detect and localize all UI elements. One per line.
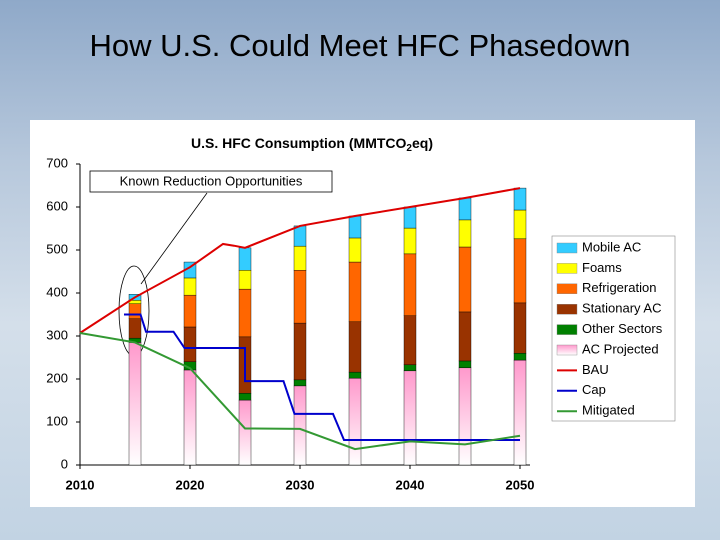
bar-segment (348, 261, 362, 323)
x-tick-label: 2050 (506, 477, 535, 492)
bar-segment (513, 353, 527, 361)
bar-segment (458, 367, 472, 466)
y-tick-label: 500 (46, 241, 68, 256)
bar-segment (458, 219, 472, 248)
bar-segment (293, 270, 307, 324)
chart-title: U.S. HFC Consumption (MMTCO2eq) (191, 135, 433, 154)
x-tick-label: 2010 (66, 477, 95, 492)
bar-segment (183, 277, 197, 296)
x-tick-label: 2030 (286, 477, 315, 492)
y-tick-label: 400 (46, 284, 68, 299)
bar-segment (513, 359, 527, 466)
bar-segment (348, 321, 362, 373)
x-tick-label: 2040 (396, 477, 425, 492)
bar-segment (348, 371, 362, 379)
bar-segment (293, 322, 307, 381)
bar-segment (513, 302, 527, 354)
legend-label: Foams (582, 260, 622, 275)
bar-segment (403, 227, 417, 255)
legend-label: AC Projected (582, 341, 659, 356)
bar-segment (238, 392, 252, 401)
legend-label: Mobile AC (582, 239, 641, 254)
x-tick-label: 2020 (176, 477, 205, 492)
bar-segment (348, 377, 362, 466)
legend-label: BAU (582, 362, 609, 377)
legend-label: Other Sectors (582, 321, 663, 336)
bar-segment (183, 294, 197, 328)
bar-segment (238, 270, 252, 290)
bar-segment (293, 245, 307, 271)
bar-segment (293, 225, 307, 247)
bar-segment (183, 326, 197, 362)
line-series (124, 313, 520, 442)
callout-line (140, 192, 208, 285)
bar-segment (513, 187, 527, 211)
bar-segment (513, 209, 527, 240)
bar-segment (403, 206, 417, 229)
y-tick-label: 300 (46, 327, 68, 342)
bar-segment (238, 247, 252, 271)
y-tick-label: 100 (46, 413, 68, 428)
legend-label: Mitigated (582, 403, 635, 418)
legend-swatch (556, 304, 578, 315)
bar-segment (403, 364, 417, 372)
legend-label: Stationary AC (582, 301, 662, 316)
annotation-box (89, 170, 333, 193)
bar-segment (513, 238, 527, 304)
chart-title-end: eq) (412, 135, 433, 151)
bar-segment (348, 237, 362, 263)
line-series (79, 332, 521, 451)
legend-swatch (556, 283, 578, 294)
bar-segment (348, 215, 362, 239)
legend-label: Cap (582, 382, 606, 397)
bar-segment (128, 318, 142, 339)
chart-title-subscript: 2 (406, 143, 412, 154)
legend-swatch (556, 242, 578, 254)
bar-segment (293, 379, 307, 387)
legend-swatch (556, 324, 578, 335)
chart-title-main: U.S. HFC Consumption (MMTCO (191, 135, 407, 151)
bar-segment (238, 288, 252, 338)
bar-segment (238, 399, 252, 466)
y-tick-label: 0 (61, 456, 68, 471)
bar-segment (403, 370, 417, 466)
slide-title: How U.S. Could Meet HFC Phasedown (89, 28, 630, 63)
y-tick-label: 600 (46, 198, 68, 213)
annotation: Known Reduction Opportunities (120, 173, 303, 188)
bar-segment (458, 197, 472, 221)
bar-segment (183, 369, 197, 466)
y-tick-label: 700 (46, 155, 68, 170)
y-tick-label: 200 (46, 370, 68, 385)
bar-segment (458, 311, 472, 362)
legend-swatch (556, 263, 578, 274)
bar-segment (403, 253, 417, 316)
legend-label: Refrigeration (582, 280, 656, 295)
bar-segment (293, 385, 307, 466)
legend-swatch (556, 344, 578, 356)
bar-segment (128, 303, 142, 320)
bar-segment (458, 246, 472, 313)
bar-segment (128, 342, 142, 466)
line-series (79, 187, 521, 334)
bar-segment (403, 315, 417, 366)
bar-segment (458, 360, 472, 369)
